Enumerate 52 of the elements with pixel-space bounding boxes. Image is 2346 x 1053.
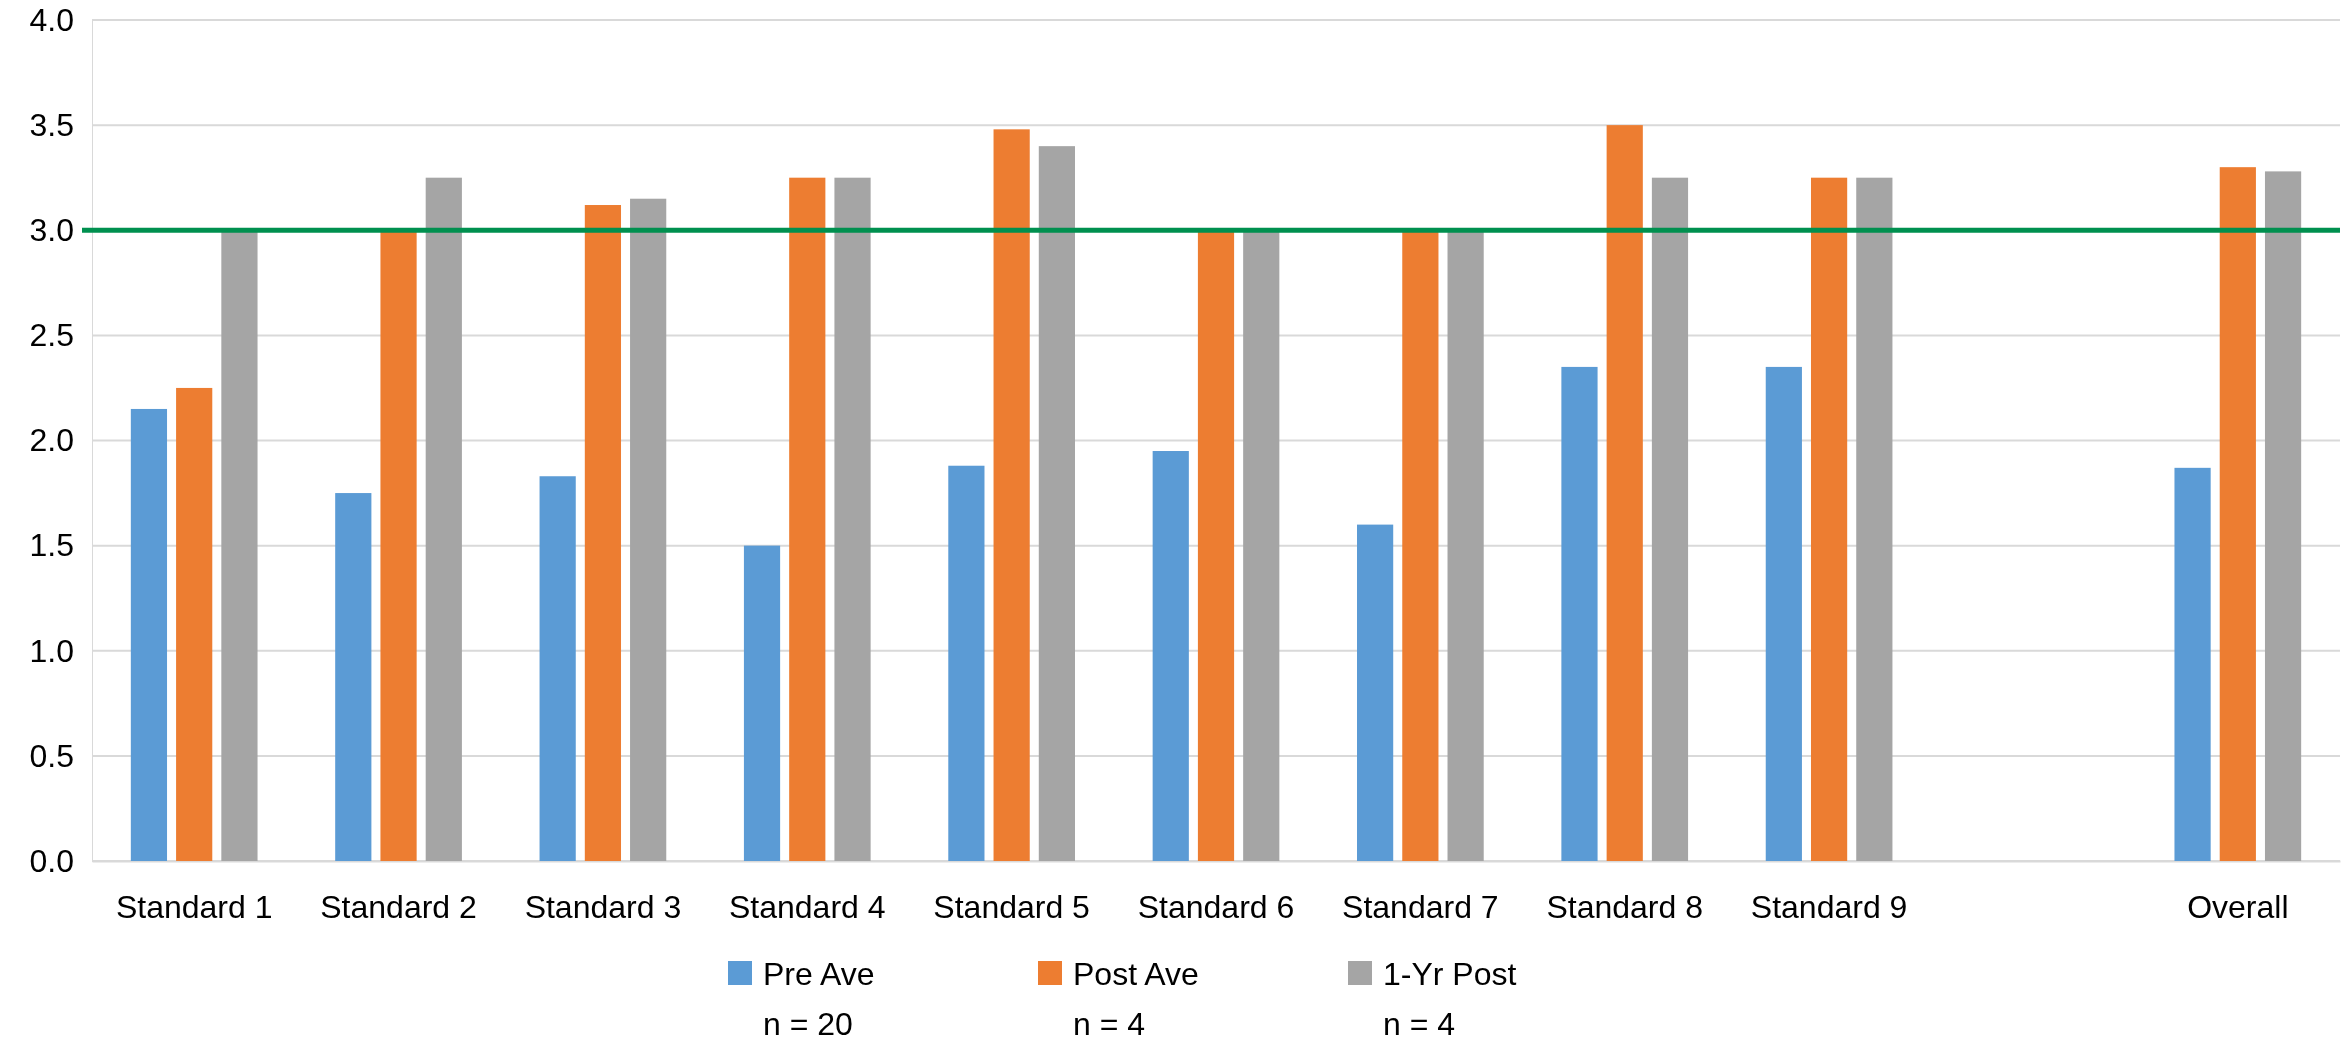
bar xyxy=(1856,177,1893,861)
bar xyxy=(789,177,826,861)
x-tick-label: Standard 9 xyxy=(1750,888,1908,925)
bar xyxy=(584,205,622,861)
bar xyxy=(380,230,417,861)
bar xyxy=(425,177,462,861)
x-tick-label: Standard 8 xyxy=(1546,888,1704,925)
legend-label: Pre Ave n = 20 xyxy=(763,956,875,1042)
y-tick-label: 3.0 xyxy=(29,211,74,248)
bar xyxy=(1810,177,1848,861)
bar xyxy=(335,493,372,861)
bar xyxy=(221,230,258,861)
x-tick-label: Standard 6 xyxy=(1137,888,1295,925)
bar xyxy=(1357,524,1394,861)
bar xyxy=(1243,230,1280,861)
bar xyxy=(834,177,871,861)
bar xyxy=(1651,177,1689,861)
bar xyxy=(1152,451,1189,861)
bar xyxy=(1606,125,1643,861)
x-tick-label: Standard 2 xyxy=(320,888,477,925)
bar xyxy=(1402,230,1439,861)
bar xyxy=(1038,146,1075,861)
y-tick-label: 0.0 xyxy=(29,842,74,879)
bar xyxy=(743,545,781,861)
bar xyxy=(948,465,985,861)
bar xyxy=(1447,230,1484,861)
y-tick-label: 2.5 xyxy=(29,317,74,354)
x-tick-label: Standard 5 xyxy=(933,888,1090,925)
bar xyxy=(993,129,1030,861)
bar xyxy=(1765,366,1802,861)
bar xyxy=(176,387,213,861)
y-tick-label: 1.0 xyxy=(29,632,74,669)
y-tick-label: 3.5 xyxy=(29,106,74,143)
bar xyxy=(130,408,168,861)
bar xyxy=(2219,167,2256,861)
x-tick-label: Standard 4 xyxy=(728,888,886,925)
bar xyxy=(2174,467,2211,861)
x-tick-label: Standard 7 xyxy=(1342,888,1499,925)
y-tick-label: 4.0 xyxy=(29,1,74,38)
bar xyxy=(1561,366,1598,861)
legend-label: Post Ave n = 4 xyxy=(1073,956,1199,1042)
bar xyxy=(539,476,576,861)
x-tick-label: Overall xyxy=(2187,888,2289,925)
x-tick-label: Standard 1 xyxy=(115,888,273,925)
y-tick-label: 0.5 xyxy=(29,737,74,774)
y-tick-label: 1.5 xyxy=(29,527,74,564)
bar xyxy=(1197,230,1235,861)
bar xyxy=(630,198,667,861)
legend-label: 1-Yr Post n = 4 xyxy=(1383,956,1517,1042)
x-tick-label: Standard 3 xyxy=(524,888,682,925)
bar xyxy=(2264,171,2302,861)
y-tick-label: 2.0 xyxy=(29,422,74,459)
